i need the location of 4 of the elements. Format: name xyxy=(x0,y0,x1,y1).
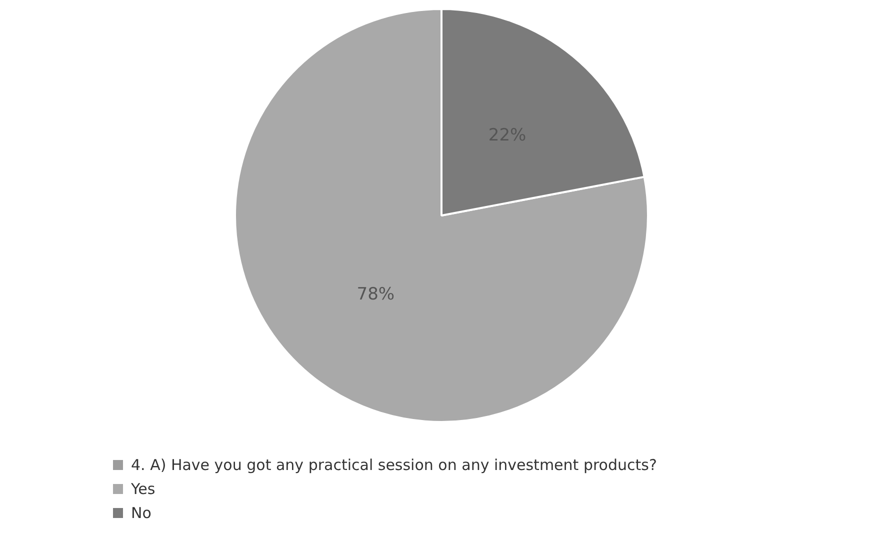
legend-label: 4. A) Have you got any practical session on any investment products? xyxy=(131,456,657,474)
legend-label: Yes xyxy=(131,480,156,498)
legend-label: No xyxy=(131,504,152,522)
data-label: 78% xyxy=(356,284,395,304)
